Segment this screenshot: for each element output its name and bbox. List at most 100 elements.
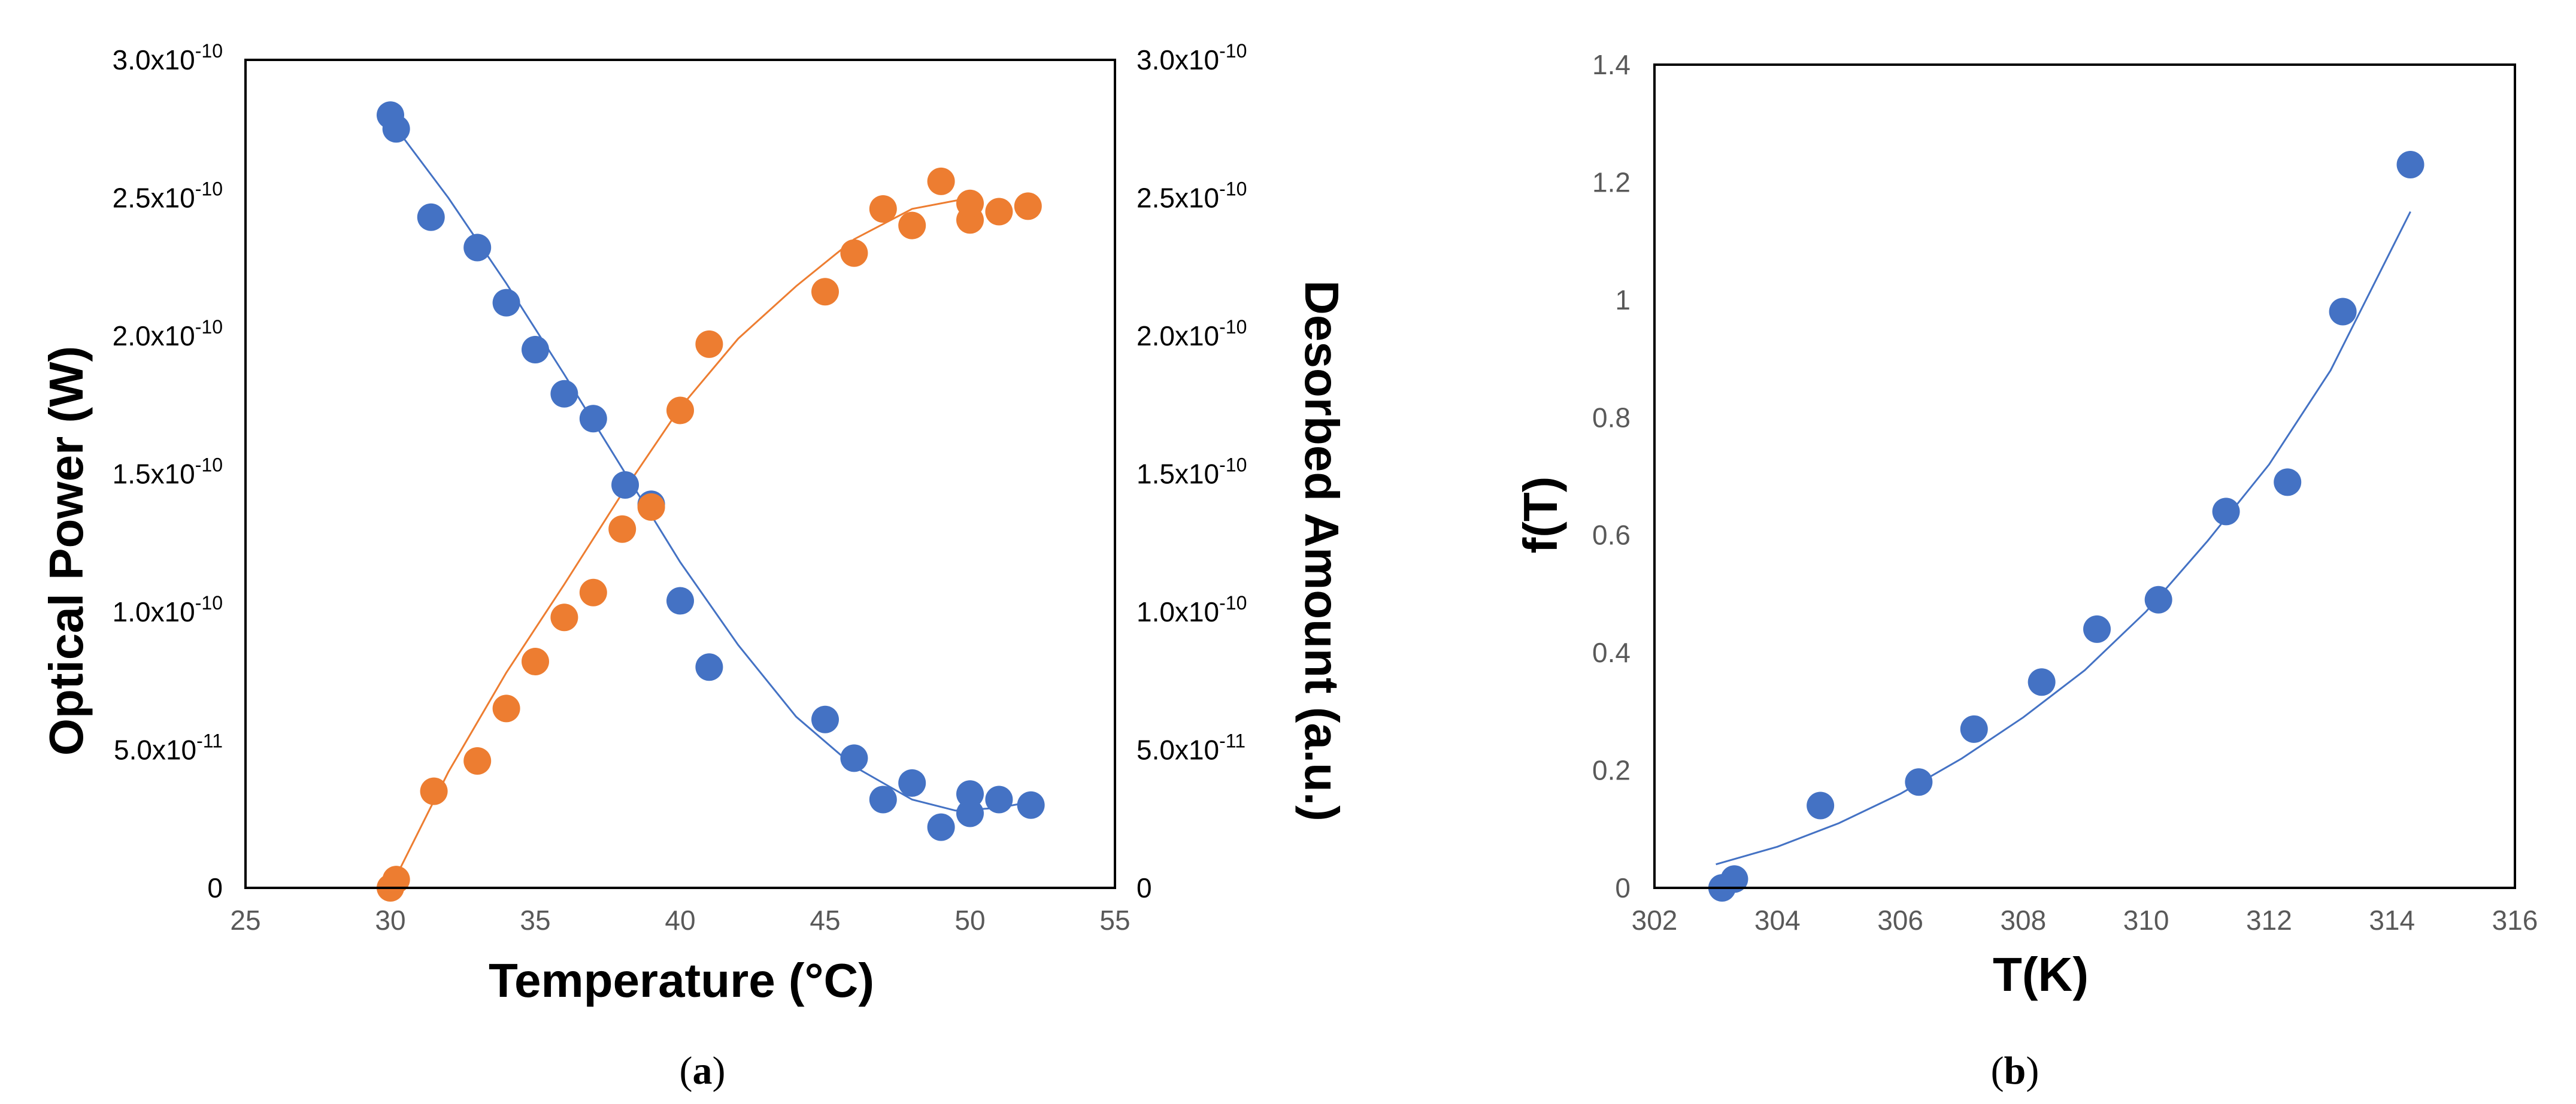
chart-b-data-point bbox=[1807, 791, 1835, 820]
chart-a-series-2-point bbox=[695, 330, 723, 358]
chart-b-plot-frame bbox=[1653, 63, 2516, 889]
chart-a-y2-tick-label: 3.0x10-10 bbox=[1137, 40, 1247, 75]
chart-b-data-point bbox=[1905, 768, 1933, 796]
chart-a-series-1-point bbox=[695, 653, 723, 681]
chart-a-y-tick-label: 2.0x10-10 bbox=[113, 316, 223, 351]
chart-a-series-1-point bbox=[985, 785, 1013, 814]
chart-b-y-axis-title: f(T) bbox=[1514, 477, 1567, 554]
chart-b-y-tick-label: 1.2 bbox=[1592, 166, 1631, 198]
chart-b-y-tick-label: 0 bbox=[1615, 872, 1631, 903]
chart-a-series-1-point bbox=[579, 405, 607, 433]
chart-b-panel-label: (b) bbox=[1991, 1049, 2039, 1093]
chart-b-x-tick-label: 310 bbox=[2123, 905, 2169, 936]
chart-a-series-1-point bbox=[869, 785, 897, 814]
chart-a: 25 30 35 40 45 50 55 0 5.0x10-11 1.0x10-10 1.5x10… bbox=[40, 40, 1348, 1093]
chart-b-fit-lines bbox=[1716, 211, 2411, 866]
chart-b-x-axis-title: T(K) bbox=[1993, 948, 2089, 1001]
chart-a-y2-tick-label: 5.0x10-11 bbox=[1137, 730, 1245, 766]
chart-a-series-2-point bbox=[985, 198, 1013, 226]
chart-b-y-tick-label: 0.8 bbox=[1592, 402, 1631, 433]
chart-a-y-tick-labels: 0 5.0x10-11 1.0x10-10 1.5x10-10 2.0x10-10 2.5… bbox=[113, 40, 223, 903]
chart-b-data-point bbox=[2274, 468, 2302, 496]
chart-b-x-tick-label: 308 bbox=[2000, 905, 2046, 936]
chart-a-data-points bbox=[377, 101, 1045, 902]
chart-a-x-axis-title: Temperature (°C) bbox=[489, 954, 874, 1007]
chart-b-data-points bbox=[1708, 150, 2425, 902]
chart-a-x-tick-label: 25 bbox=[230, 905, 260, 936]
chart-a-y2-tick-label: 2.5x10-10 bbox=[1137, 178, 1247, 214]
chart-a-y-tick-label: 5.0x10-11 bbox=[114, 730, 223, 766]
chart-b-data-point bbox=[2144, 586, 2172, 614]
chart-a-series-2-point bbox=[579, 578, 607, 606]
chart-a-x-tick-labels: 25 30 35 40 45 50 55 bbox=[230, 905, 1130, 936]
chart-b-data-point bbox=[2329, 298, 2357, 326]
chart-a-panel-label: (a) bbox=[680, 1049, 726, 1093]
chart-a-y-tick-label: 1.5x10-10 bbox=[113, 454, 223, 490]
chart-b-x-tick-label: 306 bbox=[1877, 905, 1923, 936]
chart-a-y-tick-label: 1.0x10-10 bbox=[113, 592, 223, 627]
chart-a-series-2-point bbox=[637, 493, 665, 521]
chart-a-y2-tick-labels: 0 5.0x10-11 1.0x10-10 1.5x10-10 2.0x10-10 2.5… bbox=[1137, 40, 1247, 903]
chart-a-series-2-point bbox=[927, 167, 955, 195]
chart-a-series-2-point bbox=[956, 189, 984, 217]
chart-a-y-tick-label: 3.0x10-10 bbox=[113, 40, 223, 75]
chart-a-series-2-point bbox=[522, 647, 549, 675]
chart-a-series-1-point bbox=[463, 233, 492, 262]
chart-a-x-tick-label: 30 bbox=[375, 905, 405, 936]
chart-b-x-tick-label: 304 bbox=[1754, 905, 1801, 936]
chart-b-x-tick-label: 316 bbox=[2492, 905, 2538, 936]
chart-a-y-tick-label: 2.5x10-10 bbox=[113, 178, 223, 214]
chart-b-y-tick-labels: 0 0.2 0.4 0.6 0.8 1 1.2 1.4 bbox=[1592, 49, 1631, 903]
chart-b-data-point bbox=[2083, 615, 2111, 643]
chart-a-series-1-point bbox=[956, 780, 984, 808]
chart-a-series-2-point bbox=[463, 747, 492, 775]
chart-a-series-2-point bbox=[898, 211, 926, 239]
chart-b-data-point bbox=[2212, 498, 2240, 526]
chart-a-series-2-point bbox=[382, 866, 410, 894]
chart-b-x-tick-label: 302 bbox=[1632, 905, 1678, 936]
chart-a-series-1-point bbox=[522, 336, 549, 364]
chart-a-series-1-point bbox=[840, 744, 868, 772]
chart-a-series-2-point bbox=[840, 239, 868, 267]
chart-b-y-tick-label: 0.4 bbox=[1592, 637, 1631, 668]
chart-a-series-1-point bbox=[666, 587, 694, 615]
chart-a-x-tick-label: 40 bbox=[665, 905, 695, 936]
chart-a-series-2-point bbox=[608, 515, 637, 543]
chart-b-x-tick-label: 314 bbox=[2369, 905, 2415, 936]
chart-a-series-2-point bbox=[420, 777, 448, 805]
chart-b-y-tick-label: 1 bbox=[1615, 284, 1631, 316]
chart-a-series-1-point bbox=[550, 380, 578, 408]
chart-a-y2-axis-title: Desorbed Amount (a.u.) bbox=[1295, 280, 1348, 821]
chart-a-y2-tick-label: 2.0x10-10 bbox=[1137, 316, 1247, 351]
chart-b-y-tick-label: 0.6 bbox=[1592, 520, 1631, 551]
chart-a-series-1-point bbox=[492, 289, 520, 317]
chart-a-x-tick-label: 45 bbox=[810, 905, 840, 936]
chart-a-series-2-point bbox=[666, 396, 694, 424]
chart-a-plot-frame bbox=[244, 59, 1116, 889]
chart-a-series-1-point bbox=[956, 799, 984, 827]
chart-b-y-tick-label: 1.4 bbox=[1592, 49, 1631, 80]
chart-b-data-point bbox=[2396, 150, 2425, 178]
chart-a-series-2-point bbox=[1014, 192, 1042, 220]
chart-a-x-tick-label: 50 bbox=[954, 905, 985, 936]
chart-a-series-1-point bbox=[1017, 791, 1045, 819]
chart-a-x-tick-label: 35 bbox=[520, 905, 550, 936]
chart-a-series-1-point bbox=[382, 115, 410, 143]
chart-a-y-tick-label: 0 bbox=[207, 872, 223, 903]
chart-b-x-tick-label: 312 bbox=[2246, 905, 2292, 936]
chart-b-data-point bbox=[1960, 715, 1988, 743]
chart-a-y-axis-title: Optical Power (W) bbox=[40, 346, 93, 756]
chart-a-x-tick-label: 55 bbox=[1099, 905, 1130, 936]
chart-a-series-1-point bbox=[898, 769, 926, 797]
chart-a-series-2-point bbox=[492, 694, 520, 723]
chart-a-series-1-point bbox=[811, 705, 839, 733]
chart-b: 302 304 306 308 310 312 314 316 0 0.2 0.4 0.6 0.8 1 1… bbox=[1514, 49, 2538, 1093]
chart-b-x-tick-labels: 302 304 306 308 310 312 314 316 bbox=[1632, 905, 2538, 936]
chart-a-y2-tick-label: 1.0x10-10 bbox=[1137, 592, 1247, 627]
chart-b-data-point bbox=[1720, 865, 1748, 893]
chart-a-fit-line-1 bbox=[389, 120, 1029, 812]
chart-a-y2-tick-label: 1.5x10-10 bbox=[1137, 454, 1247, 490]
chart-a-series-1-point bbox=[417, 203, 445, 231]
